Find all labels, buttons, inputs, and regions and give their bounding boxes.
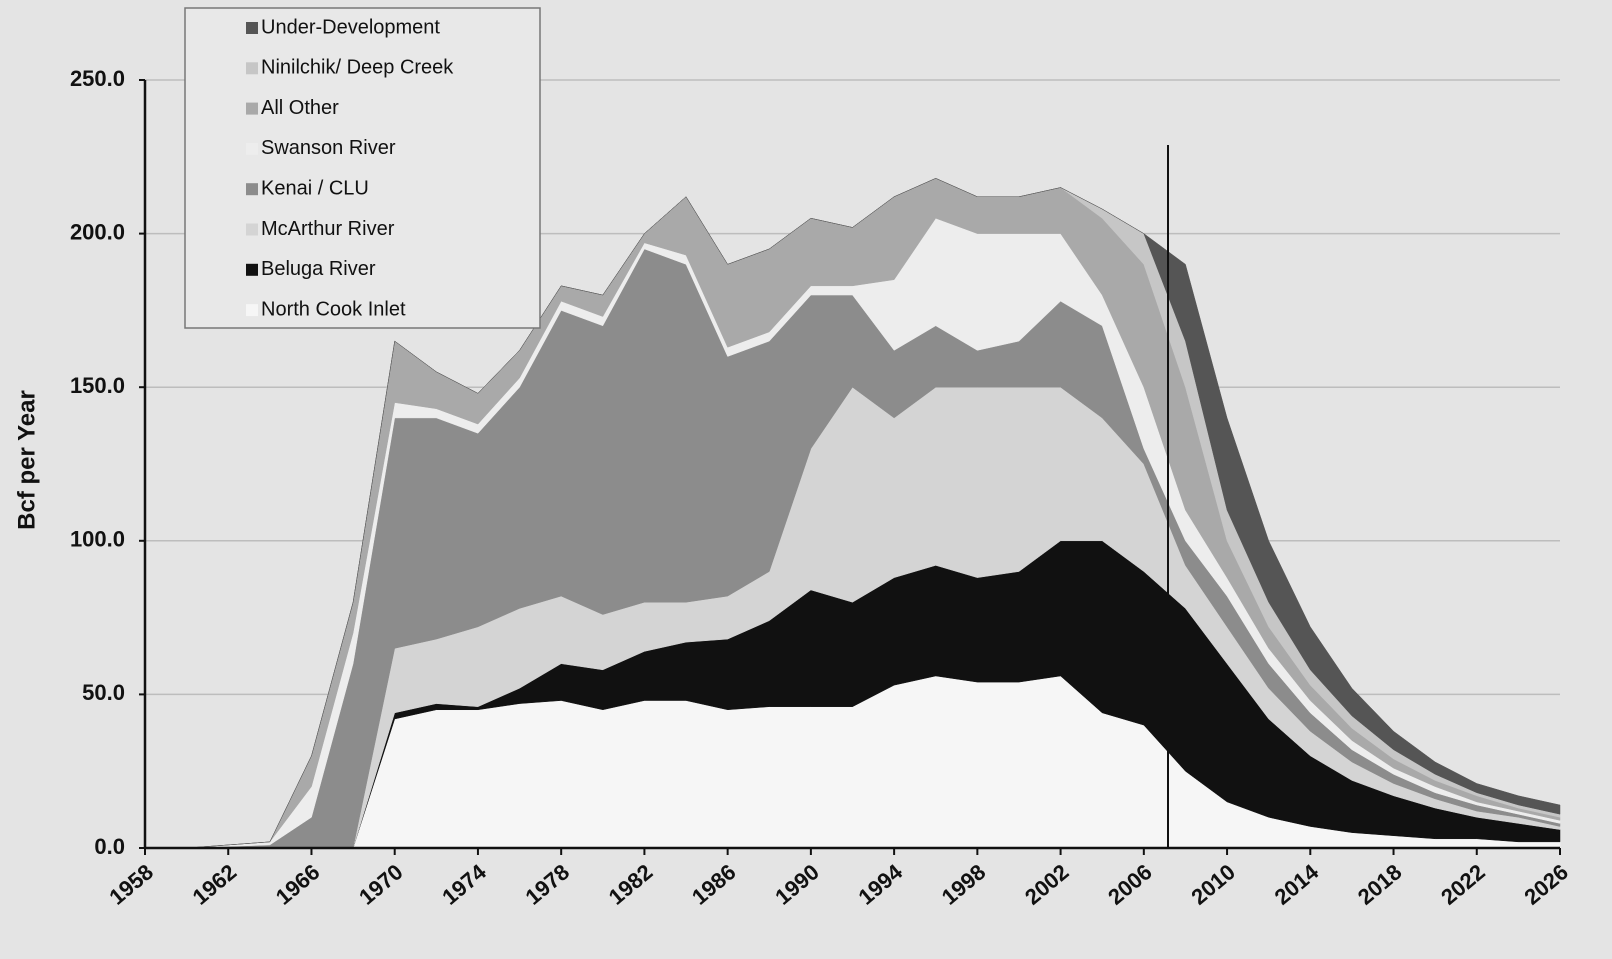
x-tick-label: 1974 [437, 859, 491, 910]
x-tick-label: 2018 [1353, 859, 1407, 910]
area [145, 178, 1561, 849]
y-tick-label: 250.0 [70, 66, 125, 91]
areas [145, 178, 1561, 849]
x-tick-label: 2022 [1436, 859, 1490, 910]
legend-swatch [246, 102, 258, 115]
legend-label: Ninilchik/ Deep Creek [261, 57, 454, 79]
legend-swatch [246, 62, 258, 75]
legend: Under-Development Ninilchik/ Deep Creek Al… [246, 16, 454, 320]
x-tick-label: 2010 [1186, 859, 1240, 910]
y-axis-label: Bcf per Year [13, 390, 40, 530]
x-tick-label: 2002 [1020, 859, 1074, 910]
x-tick-label: 1982 [604, 859, 658, 910]
y-tick-label: 150.0 [70, 373, 125, 398]
x-tick-label: 1958 [104, 859, 158, 910]
x-tick-label: 1978 [521, 859, 575, 910]
legend-swatch [246, 263, 258, 276]
legend-label: All Other [261, 97, 339, 119]
legend-swatch [246, 183, 258, 196]
legend-label: Swanson River [261, 137, 396, 159]
x-tick-label: 1994 [853, 859, 907, 910]
y-tick-label: 200.0 [70, 219, 125, 244]
legend-swatch [246, 304, 258, 317]
x-tick-label: 1998 [937, 859, 991, 910]
x-tick-label: 2006 [1103, 859, 1157, 910]
legend-swatch [246, 223, 258, 236]
x-tick-label: 1990 [770, 859, 824, 910]
legend-label: North Cook Inlet [261, 298, 406, 320]
x-tick-label: 1962 [188, 859, 242, 910]
x-tick-label: 2026 [1519, 859, 1573, 910]
legend-label: McArthur River [261, 218, 395, 240]
y-tick-label: 50.0 [82, 680, 125, 705]
legend-label: Kenai / CLU [261, 177, 369, 199]
x-tick-label: 2014 [1270, 859, 1324, 910]
y-tick-label: 100.0 [70, 527, 125, 552]
x-tick-label: 1966 [271, 859, 325, 910]
y-tick-label: 0.0 [94, 834, 125, 859]
x-tick-label: 1986 [687, 859, 741, 910]
legend-swatch [246, 22, 258, 34]
legend-swatch [246, 142, 258, 155]
legend-box [184, 7, 541, 329]
legend-label: Under-Development [261, 16, 440, 38]
x-tick-label: 1970 [354, 859, 408, 910]
legend-label: Beluga River [261, 258, 376, 280]
